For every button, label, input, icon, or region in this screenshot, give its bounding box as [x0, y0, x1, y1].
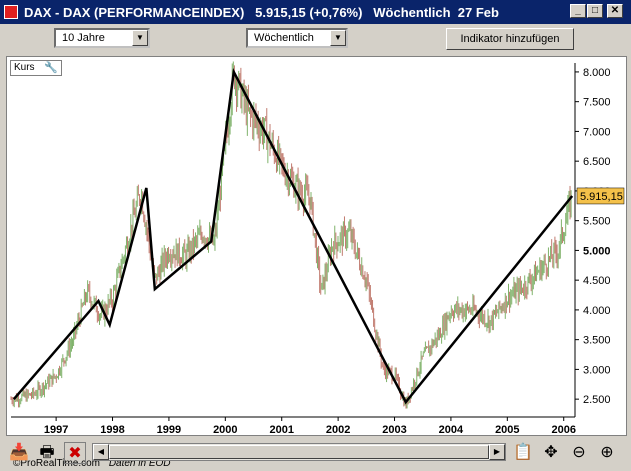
minimize-button[interactable]: _	[570, 4, 586, 18]
maximize-button[interactable]: □	[587, 4, 603, 18]
chart-panel[interactable]: 2.5003.0003.5004.0004.5005.0005.5006.000…	[6, 56, 628, 469]
y-tick-label: 4.500	[583, 275, 611, 287]
zoom-in-icon[interactable]: ⊕	[600, 444, 614, 461]
scroll-left-arrow[interactable]: ◀	[93, 444, 109, 460]
price-badge-text: 5.915,15	[580, 191, 623, 203]
x-tick-label: 2001	[269, 424, 293, 436]
x-tick-label: 2004	[439, 424, 464, 436]
app-icon	[4, 5, 18, 19]
credit-text: ©ProRealTime.com	[13, 458, 101, 469]
interval-select-value: Wöchentlich	[254, 32, 314, 44]
x-tick-label: 2005	[495, 424, 519, 436]
x-tick-label: 1998	[100, 424, 124, 436]
tray-icon[interactable]: 📥	[9, 444, 29, 461]
y-tick-label: 7.000	[583, 126, 611, 138]
y-tick-label: 6.500	[583, 156, 611, 168]
close-button[interactable]: ✕	[607, 4, 623, 18]
chevron-down-icon[interactable]: ▼	[132, 30, 148, 46]
export-icon[interactable]: 📋	[513, 444, 533, 461]
x-tick-label: 1999	[157, 424, 181, 436]
x-tick-label: 1997	[44, 424, 68, 436]
x-tick-label: 2002	[326, 424, 350, 436]
y-tick-label: 7.500	[583, 97, 611, 109]
price-chart[interactable]: 2.5003.0003.5004.0004.5005.0005.5006.000…	[7, 57, 628, 437]
zoom-out-icon[interactable]: ⊖	[572, 444, 586, 461]
bottom-toolbar: 📥 🖶 ✖ ◀ ▶ 📋 ✥ ⊖ ⊕	[0, 437, 631, 471]
price-badge	[576, 187, 625, 205]
move-icon[interactable]: ✥	[544, 444, 558, 461]
chevron-down-icon[interactable]: ▼	[330, 30, 346, 46]
data-credit: ©ProRealTime.com Daten in EOD	[13, 458, 171, 469]
period-select[interactable]: 10 Jahre ▼	[54, 28, 150, 48]
horizontal-scrollbar[interactable]: ◀ ▶	[92, 443, 506, 461]
scroll-right-arrow[interactable]: ▶	[489, 444, 505, 460]
y-tick-label: 5.500	[583, 216, 611, 228]
printer-icon[interactable]: 🖶	[39, 444, 55, 461]
y-tick-label: 3.000	[583, 364, 611, 376]
y-tick-label: 5.000	[583, 245, 611, 257]
data-source: Daten in EOD	[108, 458, 171, 469]
scroll-thumb[interactable]	[109, 445, 489, 459]
add-indicator-button[interactable]: Indikator hinzufügen	[446, 28, 574, 50]
trend-line	[12, 67, 574, 405]
title-bar[interactable]: DAX - DAX (PERFORMANCEINDEX) 5.915,15 (+…	[0, 0, 631, 24]
window-title: DAX - DAX (PERFORMANCEINDEX) 5.915,15 (+…	[24, 4, 499, 20]
chart-label-text: Kurs	[14, 62, 35, 73]
y-tick-label: 8.000	[583, 67, 611, 79]
toolbar: 10 Jahre ▼ Wöchentlich ▼ Indikator hinzu…	[0, 24, 631, 54]
chart-label[interactable]: Kurs 🔧	[10, 60, 62, 76]
x-tick-label: 2006	[551, 424, 575, 436]
delete-icon[interactable]: ✖	[64, 442, 86, 464]
x-tick-label: 2000	[213, 424, 237, 436]
wrench-icon[interactable]: 🔧	[44, 62, 58, 74]
y-tick-label: 2.500	[583, 394, 611, 406]
x-tick-label: 2003	[382, 424, 406, 436]
period-select-value: 10 Jahre	[62, 32, 105, 44]
y-tick-label: 4.000	[583, 305, 611, 317]
y-tick-label: 3.500	[583, 335, 611, 347]
interval-select[interactable]: Wöchentlich ▼	[246, 28, 348, 48]
